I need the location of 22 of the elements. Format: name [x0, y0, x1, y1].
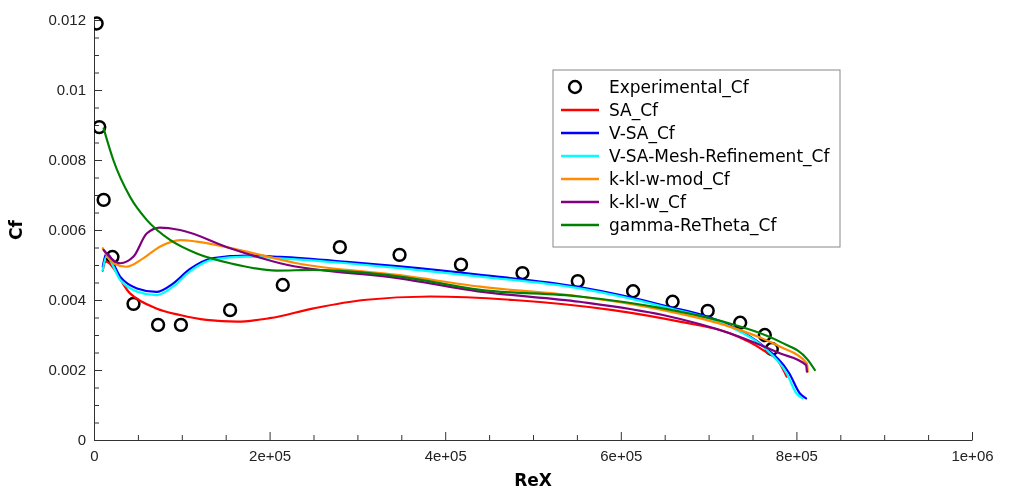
y-tick-label: 0.006: [48, 221, 86, 239]
legend-label: V-SA-Mesh-Refinement_Cf: [609, 146, 831, 167]
x-tick-label: 4e+05: [424, 446, 467, 464]
y-tick-label: 0: [77, 431, 86, 449]
legend-label: k-kl-w_Cf: [609, 192, 687, 213]
legend-label: gamma-ReTheta_Cf: [609, 215, 778, 236]
y-tick-label: 0.008: [48, 151, 86, 169]
x-tick-label: 0: [90, 446, 99, 464]
y-axis-title: Cf: [6, 219, 26, 240]
legend-label: Experimental_Cf: [609, 77, 750, 98]
y-tick-label: 0.002: [48, 361, 86, 379]
x-axis-title: ReX: [514, 470, 552, 490]
x-tick-label: 6e+05: [600, 446, 643, 464]
x-tick-label: 2e+05: [249, 446, 292, 464]
y-tick-label: 0.01: [56, 81, 86, 99]
legend-label: V-SA_Cf: [609, 123, 676, 144]
x-tick-label: 1e+06: [951, 446, 994, 464]
legend-label: SA_Cf: [609, 100, 660, 121]
y-tick-label: 0.004: [48, 291, 86, 309]
legend-label: k-kl-w-mod_Cf: [609, 169, 731, 190]
x-tick-label: 8e+05: [775, 446, 818, 464]
y-tick-label: 0.012: [48, 11, 86, 29]
